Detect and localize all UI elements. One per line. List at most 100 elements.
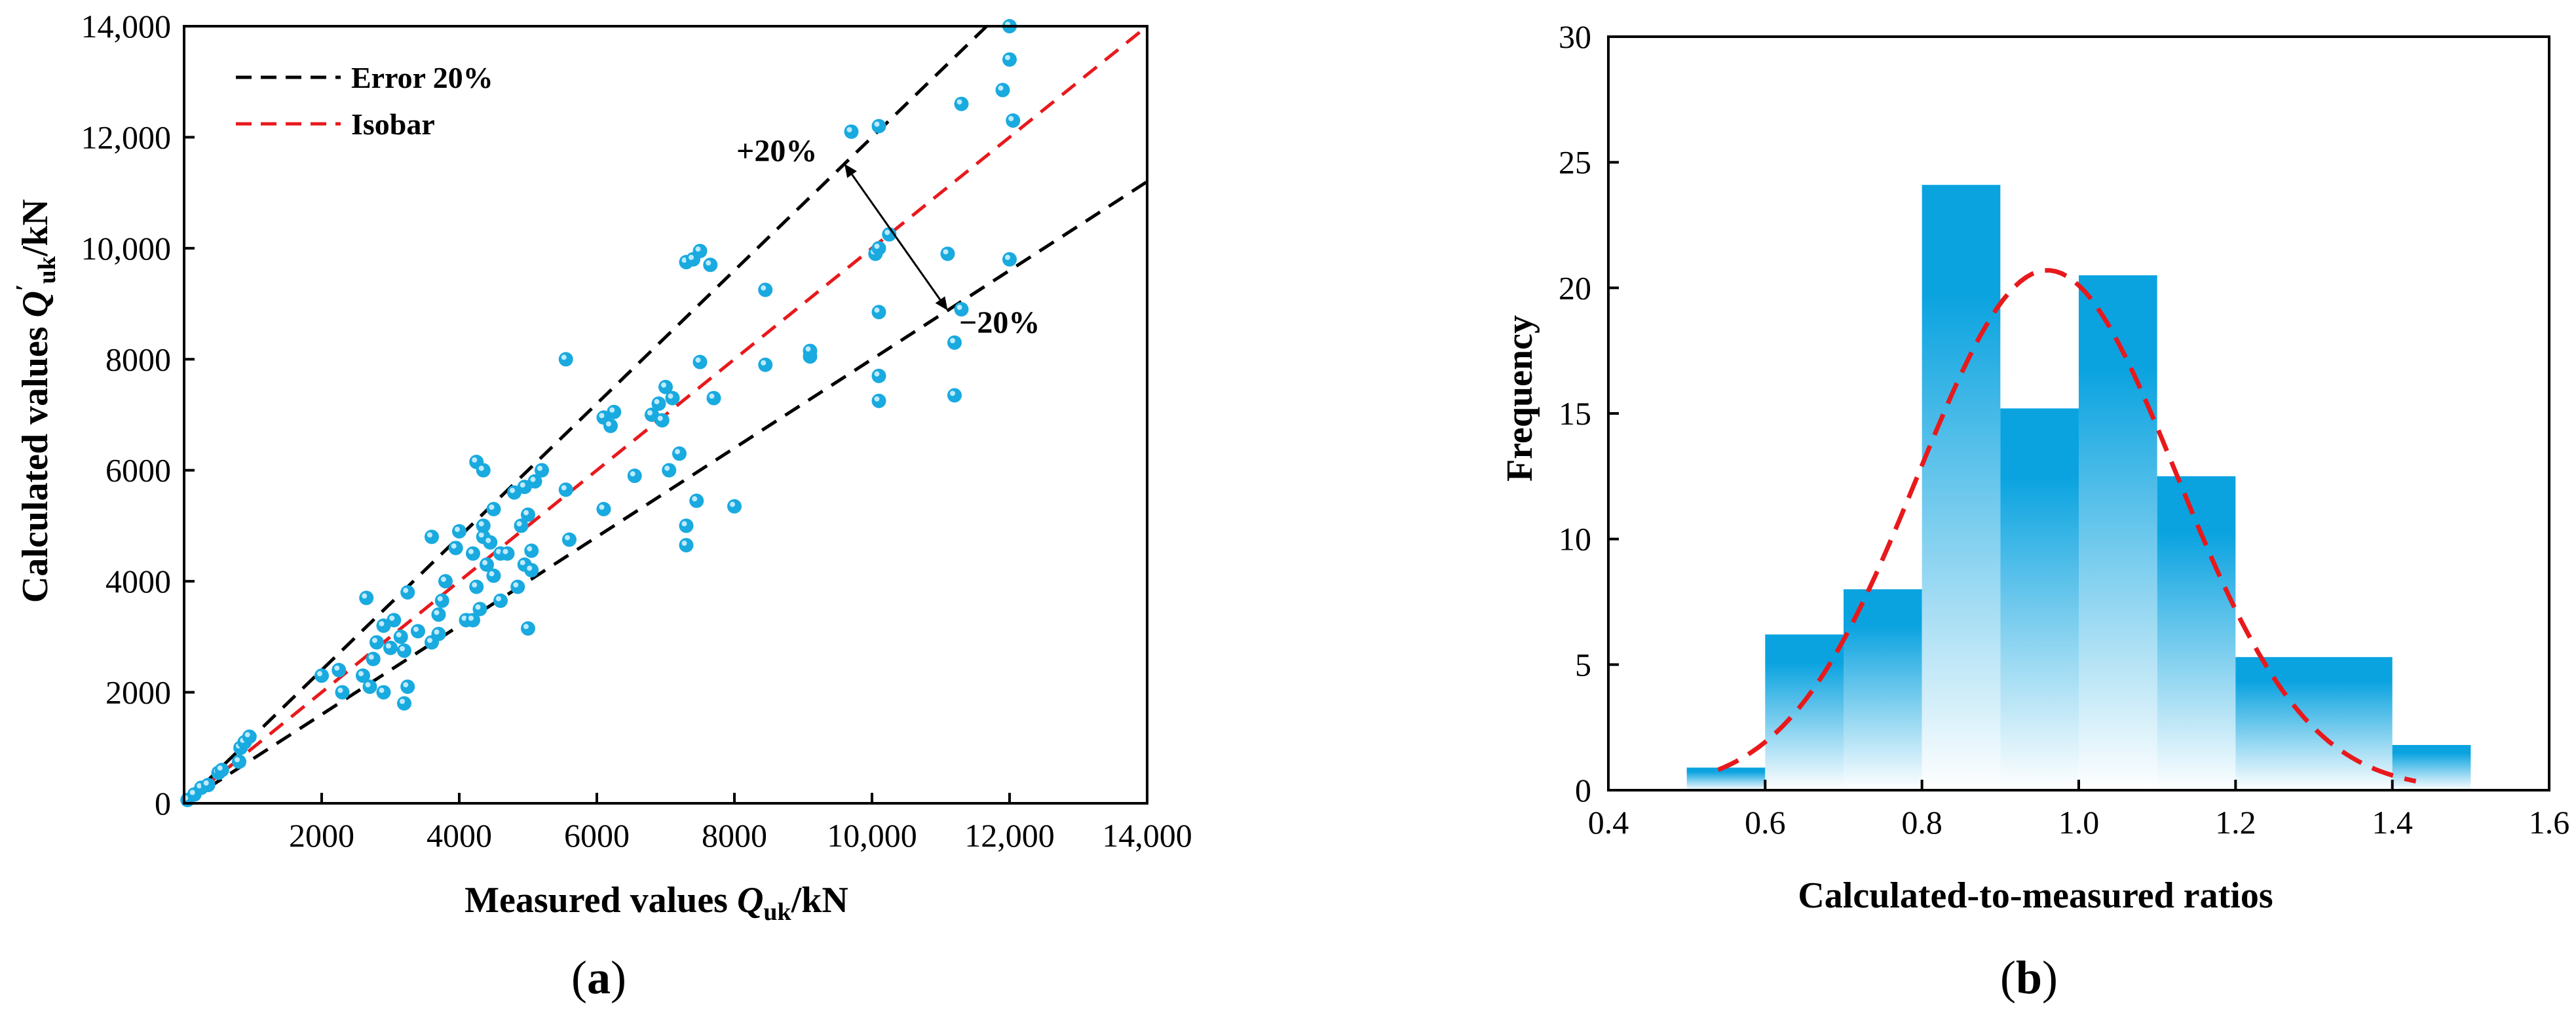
scatter-point-highlight — [998, 85, 1004, 91]
panel-label-b: (b) — [2000, 951, 2058, 1004]
scatter-point — [376, 685, 391, 700]
histogram-bar — [1844, 589, 1922, 790]
scatter-point — [603, 418, 618, 433]
scatter-point — [431, 626, 446, 641]
scatter-point-highlight — [664, 465, 670, 471]
scatter-point-highlight — [874, 243, 880, 249]
scatter-point-highlight — [413, 626, 419, 632]
scatter-point-highlight — [561, 354, 567, 360]
scatter-point — [627, 468, 642, 484]
scatter-point-highlight — [761, 360, 767, 366]
scatter-point — [331, 662, 347, 677]
scatter-point — [438, 574, 453, 589]
scatter-point-highlight — [365, 682, 371, 688]
scatter-point — [431, 607, 446, 622]
scatter-point-highlight — [657, 415, 663, 421]
scatter-point-highlight — [730, 501, 735, 507]
scatter-point-highlight — [478, 521, 484, 527]
scatter-point — [692, 354, 708, 370]
scatter-point-highlight — [372, 638, 377, 643]
x-tick-label: 1.6 — [2529, 804, 2570, 841]
scatter-point-highlight — [943, 249, 949, 255]
panel-label-a: (a) — [571, 951, 626, 1004]
scatter-point — [844, 124, 859, 139]
scatter-point — [510, 579, 525, 594]
scatter-point — [871, 119, 886, 134]
scatter-point-highlight — [695, 357, 701, 363]
scatter-point — [483, 535, 498, 550]
scatter-point-highlight — [235, 757, 240, 763]
scatter-point-highlight — [609, 407, 615, 413]
scatter-point — [500, 546, 515, 561]
scatter-point — [200, 778, 216, 793]
scatter-point — [452, 524, 466, 539]
y-tick-label: 4000 — [105, 563, 171, 600]
scatter-point — [995, 83, 1010, 98]
scatter-point — [692, 244, 708, 259]
scatter-point — [662, 463, 677, 478]
scatter-point — [448, 541, 463, 556]
scatter-point — [871, 368, 886, 383]
scatter-point-highlight — [950, 337, 955, 343]
histogram-bar — [1686, 767, 1766, 790]
scatter-point-highlight — [805, 346, 811, 352]
scatter-point — [654, 413, 670, 428]
scatter-point-highlight — [434, 609, 440, 615]
scatter-panel: 2000 4000 6000 8000 10,000 12,000 14,000 0 2000 4… — [11, 8, 1192, 1004]
y-tick-label: 0 — [1575, 772, 1591, 809]
y-tick-label: 6000 — [105, 452, 171, 489]
scatter-point — [758, 282, 773, 297]
scatter-point-highlight — [362, 593, 368, 599]
histogram-bar — [2157, 476, 2236, 790]
scatter-point-highlight — [217, 765, 223, 771]
scatter-point — [524, 563, 539, 578]
scatter-point-highlight — [197, 783, 202, 789]
scatter-point-highlight — [520, 482, 525, 488]
scatter-points — [180, 19, 1021, 807]
scatter-point — [400, 679, 415, 695]
scatter-point-highlight — [537, 465, 542, 471]
scatter-point-highlight — [386, 643, 391, 649]
scatter-point — [679, 538, 694, 553]
scatter-point — [940, 246, 955, 261]
scatter-point-highlight — [599, 413, 605, 419]
scatter-point-highlight — [189, 790, 195, 795]
scatter-point — [558, 482, 573, 497]
scatter-point — [871, 305, 886, 320]
scatter-point — [1006, 113, 1021, 128]
scatter-point — [472, 601, 487, 617]
scatter-point-highlight — [957, 305, 962, 311]
x-tick-label: 2000 — [289, 817, 354, 854]
scatter-point-highlight — [874, 396, 880, 402]
scatter-point-highlight — [530, 476, 536, 482]
scatter-point-highlight — [695, 246, 701, 252]
legend-label-error: Error 20% — [351, 61, 493, 94]
scatter-point — [493, 593, 508, 608]
scatter-point — [232, 754, 246, 769]
scatter-point-highlight — [523, 624, 529, 630]
x-tick-label: 1.0 — [2058, 804, 2100, 841]
error-line — [183, 25, 988, 805]
scatter-point — [359, 590, 374, 605]
y-tick-label: 10,000 — [81, 230, 172, 267]
scatter-point-highlight — [379, 620, 385, 626]
scatter-point-highlight — [496, 548, 501, 554]
scatter-point — [672, 446, 687, 461]
scatter-point — [314, 668, 329, 683]
scatter-point — [434, 593, 449, 608]
scatter-point-highlight — [957, 99, 962, 105]
scatter-point-highlight — [706, 260, 711, 266]
scatter-point-highlight — [337, 687, 343, 693]
scatter-point-highlight — [427, 532, 432, 538]
scatter-point-highlight — [455, 526, 460, 532]
scatter-point-highlight — [874, 307, 880, 313]
scatter-point-highlight — [334, 665, 340, 671]
scatter-point-highlight — [1005, 54, 1010, 60]
scatter-point — [954, 96, 969, 111]
scatter-point-highlight — [675, 449, 680, 455]
scatter-point-highlight — [468, 548, 474, 554]
x-tick-label: 0.8 — [1901, 804, 1942, 841]
scatter-point-highlight — [502, 548, 508, 554]
scatter-point-highlight — [400, 698, 405, 704]
scatter-point-highlight — [496, 596, 501, 601]
